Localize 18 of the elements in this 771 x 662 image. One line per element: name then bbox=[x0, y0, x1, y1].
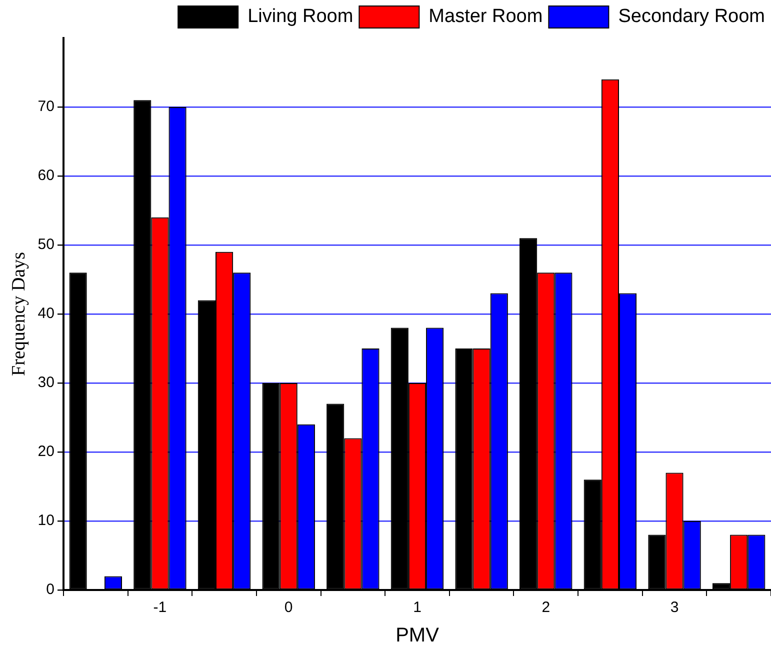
legend-label: Living Room bbox=[248, 6, 354, 28]
x-axis-title: PMV bbox=[396, 624, 440, 647]
y-tick-label: 50 bbox=[38, 236, 54, 254]
y-axis-title: Frequency Days bbox=[8, 252, 30, 376]
y-tick-label: 10 bbox=[38, 512, 54, 530]
x-tick-label: 1 bbox=[413, 599, 422, 616]
x-tick-label: 2 bbox=[542, 599, 550, 616]
legend-label: Secondary Room bbox=[618, 6, 765, 28]
y-tick-label: 30 bbox=[38, 374, 54, 392]
y-tick-label: 40 bbox=[38, 305, 54, 322]
y-tick-label: 60 bbox=[38, 167, 54, 184]
legend-label: Master Room bbox=[428, 6, 543, 28]
x-tick-label: 0 bbox=[284, 599, 293, 616]
y-tick-label: 70 bbox=[38, 98, 54, 116]
y-tick-label: 20 bbox=[38, 443, 54, 460]
x-tick-label: -1 bbox=[153, 599, 167, 616]
x-tick-label: 3 bbox=[670, 599, 679, 616]
y-tick-label: 0 bbox=[46, 581, 54, 598]
